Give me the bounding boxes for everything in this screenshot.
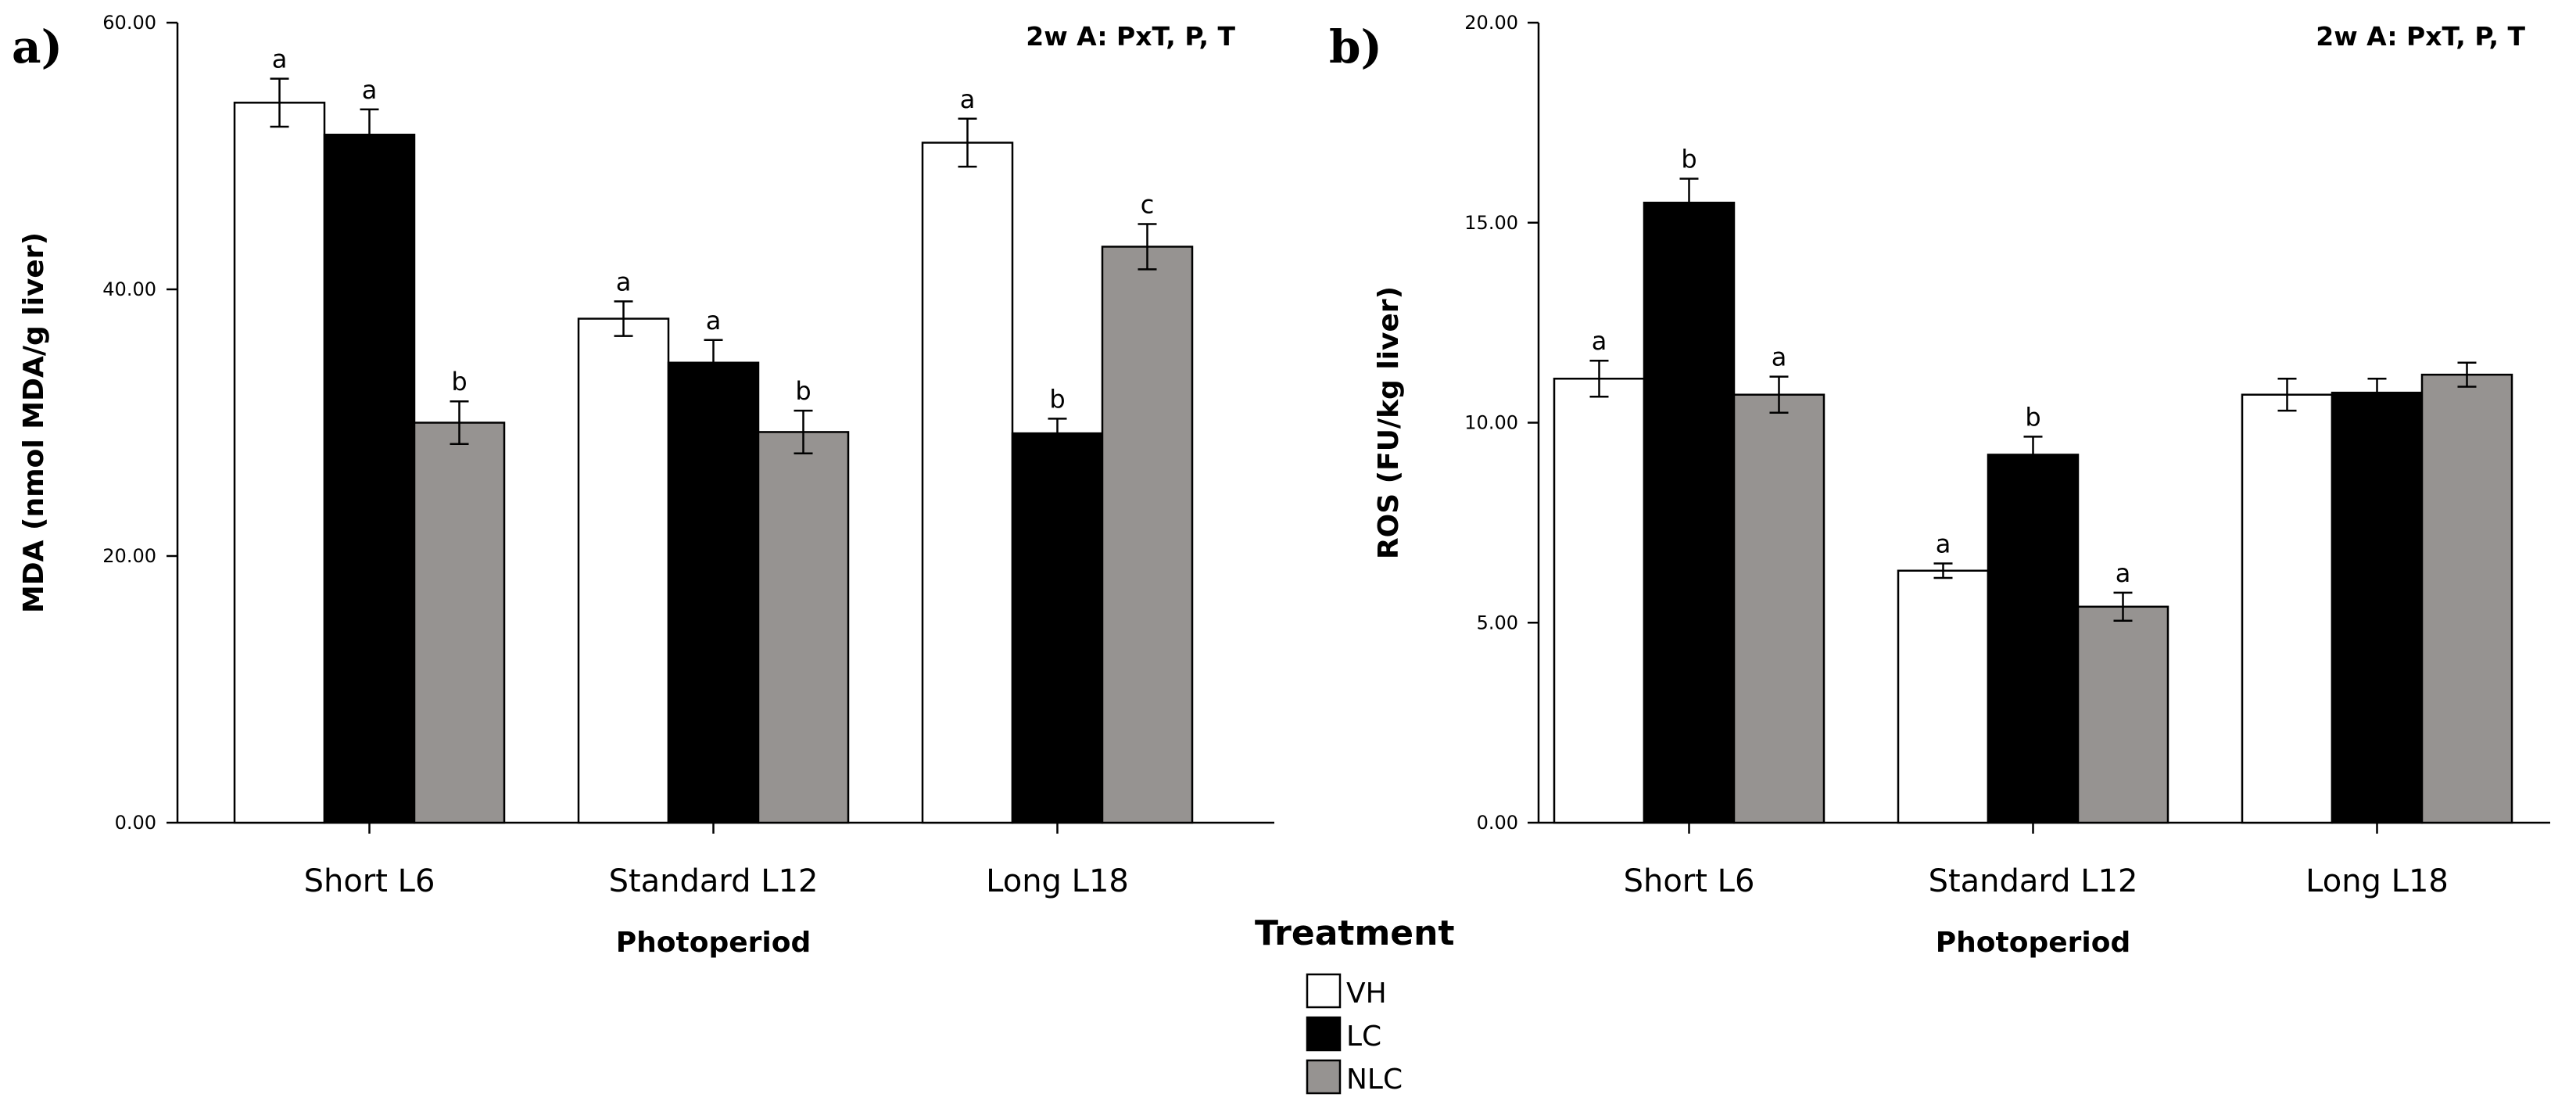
x-tick-label: Long L18: [986, 863, 1129, 899]
error-bar: [2457, 361, 2477, 388]
significance-letter: a: [960, 84, 976, 114]
bar-nlc: [1732, 393, 1825, 824]
bar-nlc: [1101, 246, 1194, 824]
error-bar: [704, 339, 723, 387]
y-tick-label: 5.00: [1477, 612, 1518, 633]
y-tick-label: 0.00: [115, 812, 156, 834]
y-tick-label: 60.00: [102, 12, 156, 34]
legend-item-nlc: NLC: [1306, 1059, 1403, 1096]
bar-lc: [667, 361, 760, 824]
y-tick-label: 0.00: [1477, 812, 1518, 834]
x-tick-label: Standard L12: [609, 863, 819, 899]
bar-vh: [1897, 569, 1990, 824]
legend-item-lc: LC: [1306, 1016, 1381, 1053]
error-bar: [2367, 377, 2387, 408]
bar-vh: [1553, 377, 1646, 824]
x-tick-label: Short L6: [304, 863, 435, 899]
significance-letter: a: [2116, 558, 2131, 588]
legend: Treatment VH LC NLC: [1255, 913, 1455, 1096]
significance-letter: b: [451, 367, 467, 396]
error-bar: [1138, 223, 1157, 271]
error-bar: [1048, 418, 1067, 450]
x-tick-label: Standard L12: [1929, 863, 2138, 899]
error-bar: [2113, 591, 2133, 622]
error-bar: [1769, 375, 1789, 414]
y-tick-label: 20.00: [1464, 12, 1518, 34]
legend-swatch: [1306, 1059, 1342, 1095]
legend-label: LC: [1346, 1021, 1381, 1053]
significance-letter: a: [362, 75, 378, 105]
panel-label: a): [12, 20, 63, 74]
error-bar: [2277, 377, 2297, 412]
stats-annotation: 2w A: PxT, P, T: [1026, 21, 1235, 52]
legend-title: Treatment: [1255, 913, 1455, 953]
significance-letter: a: [706, 306, 722, 335]
bar-nlc: [2420, 373, 2513, 824]
bar-lc: [1987, 454, 2080, 824]
error-bar: [1933, 562, 1953, 579]
significance-letter: a: [1772, 343, 1787, 372]
significance-letter: b: [2025, 402, 2040, 432]
y-tick-label: 40.00: [102, 278, 156, 300]
significance-letter: a: [272, 45, 288, 74]
legend-label: NLC: [1346, 1064, 1403, 1096]
error-bar: [794, 409, 813, 454]
y-axis-title: MDA (nmol MDA/g liver): [18, 232, 50, 613]
x-axis-title: Photoperiod: [616, 927, 811, 959]
stats-annotation: 2w A: PxT, P, T: [2316, 21, 2525, 52]
bar-vh: [233, 102, 326, 824]
significance-letter: c: [1141, 189, 1155, 219]
error-bar: [1679, 178, 1699, 228]
chart-panel-b: b) 2w A: PxT, P, T 0.00 5.00 10.00 15.00 20.00…: [1329, 12, 2550, 959]
bar-lc: [1643, 201, 1736, 824]
error-bar: [2023, 436, 2043, 474]
bar-lc: [2331, 391, 2424, 824]
significance-letter: a: [1936, 529, 1951, 559]
panel-label: b): [1329, 20, 1382, 74]
error-bar: [614, 300, 633, 337]
bar-nlc: [413, 422, 506, 824]
legend-label: VH: [1346, 978, 1387, 1010]
x-axis-title: Photoperiod: [1936, 927, 2130, 959]
significance-letter: b: [1049, 384, 1065, 414]
legend-swatch: [1306, 973, 1342, 1009]
y-tick-label: 15.00: [1464, 212, 1518, 234]
significance-letter: b: [1681, 144, 1696, 174]
y-axis-title: ROS (FU/kg liver): [1373, 286, 1405, 559]
bar-lc: [323, 133, 416, 824]
legend-swatch: [1306, 1016, 1342, 1052]
bar-lc: [1011, 432, 1104, 824]
bar-vh: [577, 318, 670, 824]
bar-vh: [921, 142, 1014, 824]
error-bar: [450, 400, 469, 446]
chart-panel-a: a) 2w A: PxT, P, T 0.00 20.00 40.00 60.00 MDA …: [12, 12, 1274, 959]
error-bar: [270, 77, 289, 128]
bar-nlc: [757, 431, 850, 824]
significance-letter: a: [1592, 326, 1607, 356]
significance-letter: a: [616, 267, 632, 296]
bar-nlc: [2076, 605, 2169, 824]
bar-vh: [2241, 393, 2334, 824]
error-bar: [360, 108, 379, 161]
y-tick-label: 10.00: [1464, 412, 1518, 434]
y-tick-label: 20.00: [102, 545, 156, 567]
x-tick-label: Short L6: [1624, 863, 1755, 899]
significance-letter: b: [795, 376, 811, 406]
x-tick-label: Long L18: [2306, 863, 2449, 899]
error-bar: [1589, 359, 1609, 398]
legend-item-vh: VH: [1306, 973, 1387, 1010]
error-bar: [958, 117, 977, 168]
